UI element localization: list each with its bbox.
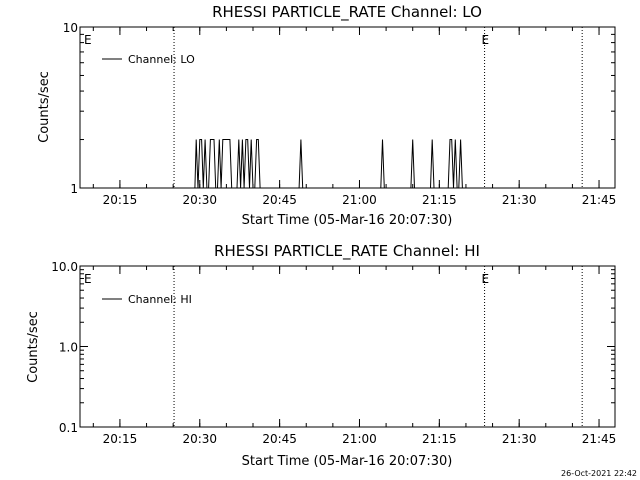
x-tick-label: 20:15 (103, 432, 138, 446)
annotation-label: E (481, 33, 489, 47)
x-tick-label: 20:45 (262, 193, 297, 207)
y-tick-label: 1.0 (59, 341, 78, 355)
x-tick-label: 20:30 (182, 432, 217, 446)
x-tick-label: 20:15 (103, 193, 138, 207)
y-tick-label: 1 (70, 182, 78, 196)
x-axis-label-hi: Start Time (05-Mar-16 20:07:30) (242, 454, 453, 469)
x-tick-label: 21:30 (502, 193, 537, 207)
y-axis-label-lo: Counts/sec (37, 71, 52, 143)
chart-title-lo: RHESSI PARTICLE_RATE Channel: LO (212, 3, 482, 22)
vertical-markers-lo (173, 27, 583, 188)
axis-ticks-hi: 20:15 20:30 20:45 21:00 21:15 21:30 21:45 0.1 1.… (51, 260, 616, 446)
y-tick-label: 10 (63, 21, 78, 35)
x-tick-label: 21:00 (342, 432, 377, 446)
y-tick-label: 10.0 (51, 260, 78, 274)
x-tick-label: 20:30 (182, 193, 217, 207)
series-line (194, 139, 465, 189)
legend-label-lo: Channel: LO (128, 53, 195, 66)
legend-lo: Channel: LO (102, 53, 195, 66)
chart-title-hi: RHESSI PARTICLE_RATE Channel: HI (214, 242, 480, 261)
x-tick-label: 21:15 (422, 432, 457, 446)
axis-ticks-lo: 20:15 20:30 20:45 21:00 21:15 21:30 21:45 1 10 (63, 21, 617, 207)
annotation-label: E (481, 272, 489, 286)
x-tick-label: 21:00 (342, 193, 377, 207)
legend-hi: Channel: HI (102, 293, 192, 306)
plot-frame-hi (79, 265, 616, 428)
x-axis-label-lo: Start Time (05-Mar-16 20:07:30) (242, 213, 453, 228)
y-tick-label: 0.1 (59, 421, 78, 435)
legend-label-hi: Channel: HI (128, 293, 192, 306)
y-axis-label-hi: Counts/sec (26, 311, 41, 383)
x-tick-label: 21:30 (502, 432, 537, 446)
series-lo (194, 139, 465, 189)
panel-hi: RHESSI PARTICLE_RATE Channel: HI Counts/… (26, 242, 616, 469)
x-tick-label: 21:45 (582, 432, 617, 446)
annotation-label: E (84, 33, 92, 47)
vertical-markers-hi (173, 266, 583, 427)
x-tick-label: 21:15 (422, 193, 457, 207)
x-tick-label: 21:45 (582, 193, 617, 207)
timestamp: 26-Oct-2021 22:42 (561, 469, 637, 478)
plot-frame-lo (79, 26, 616, 189)
x-tick-label: 20:45 (262, 432, 297, 446)
annotation-label: E (84, 272, 92, 286)
panel-lo: RHESSI PARTICLE_RATE Channel: LO Counts/… (37, 3, 616, 228)
